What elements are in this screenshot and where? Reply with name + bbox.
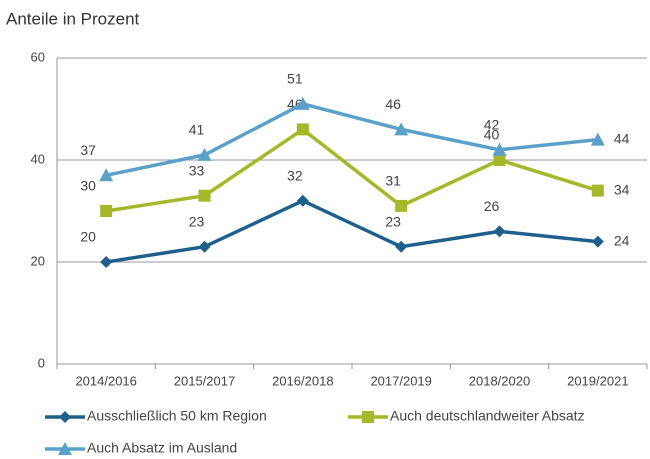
data-label: 44 (614, 130, 630, 146)
point (493, 154, 506, 166)
series-line (105, 198, 599, 264)
x-tick-label: 2015/2017 (174, 373, 235, 388)
chart-title: Anteile in Prozent (6, 9, 140, 28)
data-label: 37 (80, 142, 96, 158)
data-label: 20 (80, 229, 96, 245)
data-label: 31 (385, 173, 401, 189)
x-tick-label: 2017/2019 (370, 373, 431, 388)
legend-label: Auch Absatz im Ausland (87, 440, 237, 456)
point (591, 235, 604, 248)
point (100, 256, 113, 268)
legend-marker (59, 411, 71, 423)
point (394, 122, 409, 136)
data-label: 42 (484, 117, 500, 133)
data-label: 51 (287, 71, 303, 87)
point (100, 205, 113, 217)
y-tick-label: 60 (31, 49, 45, 64)
legend-marker (58, 442, 72, 455)
legend-label: Auch deutschlandweiter Absatz (390, 408, 585, 424)
point (296, 194, 309, 207)
y-tick-label: 0 (38, 355, 45, 370)
data-label: 32 (287, 168, 303, 184)
x-tick-label: 2016/2018 (272, 373, 333, 388)
legend-label: Ausschließlich 50 km Region (87, 408, 267, 424)
point (198, 240, 211, 253)
point (395, 199, 408, 212)
point (99, 168, 114, 182)
data-label: 33 (189, 162, 205, 178)
series-line (105, 127, 599, 213)
legend-marker (362, 411, 374, 423)
data-label: 23 (189, 213, 205, 229)
data-label: 41 (189, 122, 205, 138)
data-label: 24 (614, 232, 630, 248)
data-label: 26 (484, 198, 500, 214)
point (395, 240, 408, 253)
data-label: 30 (80, 178, 96, 194)
point (197, 147, 212, 161)
point (492, 142, 507, 156)
point (296, 123, 309, 136)
point (493, 225, 506, 238)
point (198, 189, 211, 202)
y-tick-label: 20 (31, 253, 45, 268)
point (295, 96, 310, 110)
data-label: 46 (385, 96, 401, 112)
x-tick-label: 2019/2021 (567, 373, 628, 388)
y-tick-label: 40 (31, 151, 45, 166)
data-label: 23 (385, 213, 401, 229)
x-tick-label: 2018/2020 (469, 373, 530, 388)
x-tick-label: 2014/2016 (75, 373, 136, 388)
point (591, 184, 604, 197)
point (590, 132, 605, 146)
series-line (105, 102, 599, 178)
data-label: 34 (614, 181, 630, 197)
data-label: 40 (484, 127, 500, 143)
